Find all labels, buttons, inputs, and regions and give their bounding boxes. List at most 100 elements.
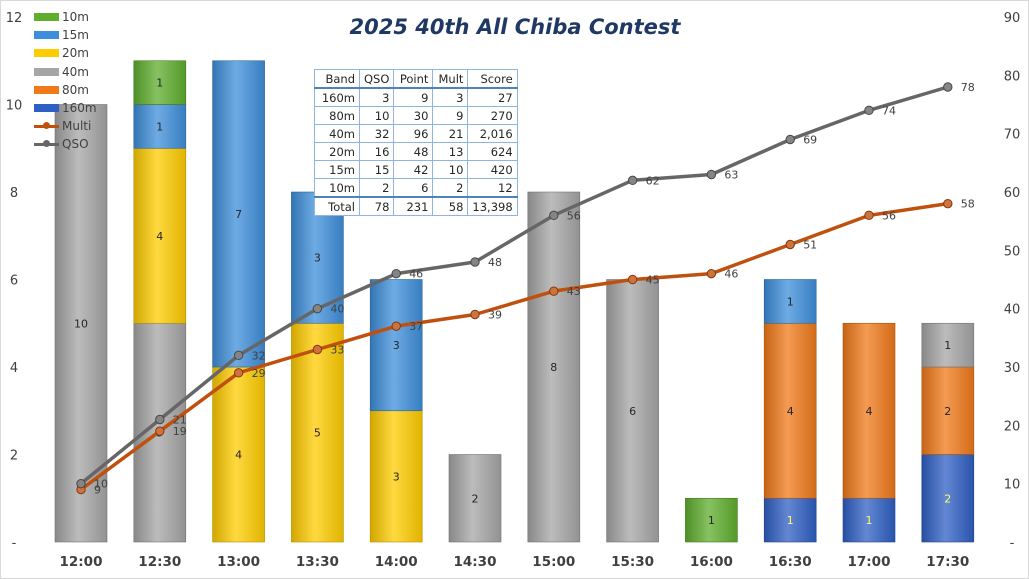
line-data-label: 48 <box>488 256 502 269</box>
bar-data-label: 1 <box>787 514 794 527</box>
bar-data-label: 2 <box>944 492 951 505</box>
x-tick-label: 13:30 <box>296 554 339 570</box>
table-total-row: Total 78 231 58 13,398 <box>314 196 518 216</box>
table-header: QSO <box>358 69 395 89</box>
table-cell: 15 <box>358 160 395 179</box>
table-row: 20m 16 48 13 624 <box>314 142 518 161</box>
bar-data-label: 1 <box>156 77 163 90</box>
line-data-label: 19 <box>173 425 187 438</box>
legend-label: Multi <box>62 119 92 134</box>
table-cell: 58 <box>432 196 469 216</box>
legend-swatch <box>34 49 59 58</box>
line-point <box>391 268 401 279</box>
legend-item: 80m <box>34 81 114 99</box>
table-cell: 96 <box>393 124 434 143</box>
table-cell: 420 <box>467 160 518 179</box>
legend-item: QSO <box>34 135 114 153</box>
bar-segment <box>763 497 817 543</box>
line-data-label: 29 <box>252 367 266 380</box>
table-header: Mult <box>432 69 469 89</box>
line-data-label: 32 <box>252 349 266 362</box>
table-cell: 3 <box>358 87 395 107</box>
y-right-tick-label: 70 <box>1004 128 1021 143</box>
table-row: 40m 32 96 21 2,016 <box>314 124 518 143</box>
bar-data-label: 4 <box>787 405 794 418</box>
bar-data-label: 3 <box>393 339 400 352</box>
table-row: 80m 10 30 9 270 <box>314 106 518 125</box>
bar-data-label: 1 <box>787 295 794 308</box>
table-cell: 48 <box>393 142 434 161</box>
bar-data-label: 3 <box>314 252 321 265</box>
line-point <box>391 321 401 331</box>
line-point <box>549 286 559 296</box>
legend-dot-marker <box>43 140 50 148</box>
legend-label: 20m <box>62 46 89 61</box>
line-data-label: 62 <box>646 174 660 187</box>
line-data-label: 78 <box>961 81 975 94</box>
table-cell: 2,016 <box>467 124 518 143</box>
y-right-tick-label: - <box>1010 536 1015 551</box>
table-cell: 9 <box>393 87 434 107</box>
bar-segment <box>212 366 265 543</box>
bar-segment <box>212 60 265 368</box>
y-left-tick-label: 8 <box>10 186 18 201</box>
y-left-tick-label: 6 <box>10 274 18 289</box>
bar-data-label: 3 <box>393 470 400 483</box>
chart-title: 2025 40th All Chiba Contest <box>349 15 681 39</box>
table-cell: 30 <box>393 106 434 125</box>
line-data-label: 33 <box>330 344 344 357</box>
bar-data-label: 8 <box>550 361 557 374</box>
legend-label: 10m <box>62 10 89 24</box>
line-point <box>233 350 244 361</box>
bar-data-label: 2 <box>472 492 479 505</box>
table-cell: 20m <box>314 142 360 161</box>
line-point <box>864 105 874 116</box>
table-cell: 10m <box>314 178 360 198</box>
bar-segment <box>685 497 738 543</box>
line-point <box>864 210 874 221</box>
legend-label: 80m <box>62 82 89 97</box>
table-header: Point <box>393 69 434 89</box>
line-data-label: 56 <box>882 209 896 222</box>
legend-swatch <box>34 67 59 76</box>
x-tick-label: 12:00 <box>60 554 103 570</box>
line-point <box>155 426 165 436</box>
table-cell: 2 <box>358 178 395 198</box>
series-line-multi <box>79 201 949 491</box>
table-cell: 231 <box>393 196 434 216</box>
bar-segment <box>921 366 975 455</box>
table-header-row: Band QSO Point Mult Score <box>314 69 518 89</box>
bar-data-label: 4 <box>235 449 242 462</box>
x-tick-label: 12:30 <box>138 554 181 570</box>
bar-data-label: 4 <box>156 230 163 243</box>
line-data-label: 46 <box>724 268 738 281</box>
line-data-label: 56 <box>567 209 581 222</box>
line-point <box>627 274 638 285</box>
series-line-qso <box>79 85 949 486</box>
bar-data-label: 2 <box>944 405 951 418</box>
line-data-label: 40 <box>330 303 344 316</box>
bar-data-label: 1 <box>866 514 873 527</box>
legend-item: 15m <box>34 26 114 44</box>
x-tick-label: 17:00 <box>848 554 891 570</box>
table-cell: 21 <box>432 124 469 143</box>
y-left-tick-label: 4 <box>10 361 18 376</box>
bar-segment <box>763 279 817 324</box>
legend-item: 40m <box>34 63 114 81</box>
legend-item: 160m <box>34 99 114 117</box>
line-data-label: 74 <box>882 104 896 117</box>
table-cell: 42 <box>393 160 434 179</box>
bar-segment <box>133 60 187 105</box>
table-cell: 2 <box>432 178 469 198</box>
legend-item: Multi <box>34 117 114 135</box>
line-data-label: 10 <box>94 478 108 491</box>
table-row: 15m 15 42 10 420 <box>314 160 518 179</box>
line-point <box>627 175 638 186</box>
line-point <box>785 239 795 250</box>
table-cell: 6 <box>393 178 434 198</box>
y-right-tick-label: 50 <box>1004 244 1021 259</box>
y-right-tick-label: 90 <box>1004 11 1021 26</box>
table-cell: 40m <box>314 124 360 143</box>
line-data-label: 63 <box>724 169 738 182</box>
